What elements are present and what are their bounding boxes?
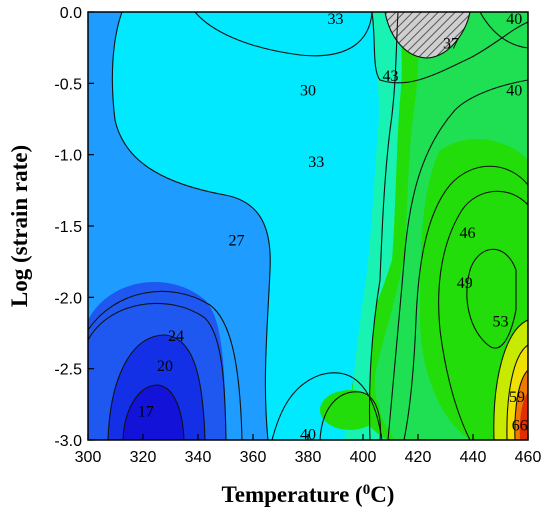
contour-line-37 [371, 12, 528, 84]
contour-label: 33 [308, 154, 324, 171]
contour-line-30 [111, 12, 271, 440]
contour-line-59 [506, 344, 528, 440]
x-axis-ticks: 300 320 340 360 380 400 420 440 460 [75, 434, 542, 466]
x-tick-label: 400 [350, 449, 377, 466]
contour-line-island [319, 391, 382, 440]
x-tick-label: 300 [75, 449, 102, 466]
contour-line-46 [438, 190, 528, 440]
x-tick-label: 320 [130, 449, 157, 466]
contour-label: 46 [460, 225, 476, 242]
y-tick-label: -1.5 [54, 219, 82, 236]
band-teal [350, 12, 398, 440]
contour-label: 49 [457, 275, 473, 292]
contour-lines [88, 12, 528, 440]
contour-label: 66 [512, 418, 528, 435]
contour-line-40-top [479, 12, 528, 49]
contour-label: 27 [229, 232, 245, 249]
x-tick-label: 460 [515, 449, 542, 466]
contour-line-66 [514, 369, 528, 440]
contour-line-17 [122, 384, 185, 440]
contour-label: 59 [509, 389, 525, 406]
contour-line-left-bottom [271, 372, 383, 440]
contour-line-33 [368, 12, 399, 440]
x-tick-label: 380 [295, 449, 322, 466]
contour-line-49 [466, 248, 517, 349]
band-red [519, 392, 528, 440]
contour-label: 33 [328, 11, 344, 28]
contour-label: 40 [506, 11, 522, 28]
y-tick-label: -2.0 [54, 290, 82, 307]
x-tick-label: 420 [405, 449, 432, 466]
y-tick-label: -3.0 [54, 433, 82, 450]
contour-label: 20 [157, 358, 173, 375]
contour-label: 43 [383, 68, 399, 85]
contour-fill [88, 12, 528, 440]
unstable-region [385, 12, 470, 58]
y-tick-label: -0.5 [54, 76, 82, 93]
y-tick-label: -1.0 [54, 148, 82, 165]
x-axis-title-superscript: 0 [363, 482, 371, 498]
contour-line-20 [107, 334, 206, 440]
x-axis-title: Temperature (0C) [222, 482, 395, 507]
y-axis-title: Log (strain rate) [7, 145, 32, 307]
x-tick-label: 440 [460, 449, 487, 466]
contour-line-43 [387, 79, 528, 440]
contour-line-40 [403, 165, 528, 440]
contour-line-53 [493, 319, 528, 440]
band-deepest-blue [123, 385, 184, 440]
y-axis-ticks: 0.0 -0.5 -1.0 -1.5 -2.0 -2.5 -3.0 [54, 5, 94, 450]
x-tick-label: 360 [240, 449, 267, 466]
contour-label: 17 [138, 403, 154, 420]
y-tick-label: 0.0 [60, 5, 82, 22]
band-island [320, 390, 380, 430]
contour-label: 30 [300, 82, 316, 99]
contour-line-hatch-edge [384, 12, 471, 59]
contour-label: 37 [443, 35, 459, 52]
contour-label: 24 [168, 328, 184, 345]
y-tick-label: -2.5 [54, 362, 82, 379]
x-tick-label: 340 [185, 449, 212, 466]
contour-label: 40 [506, 82, 522, 99]
contour-line-33-top [194, 12, 373, 57]
contour-line-27 [88, 290, 243, 440]
contour-line-24 [88, 302, 227, 440]
contour-label: 53 [493, 314, 509, 331]
